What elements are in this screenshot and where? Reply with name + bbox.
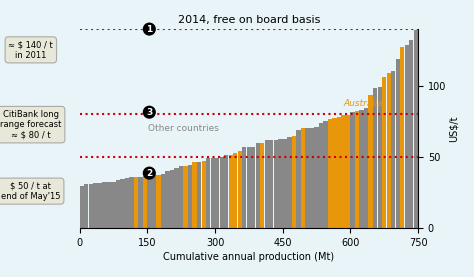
Bar [111,182,116,228]
Bar [197,162,201,228]
Bar [273,140,278,228]
Bar [206,158,210,228]
Bar [310,128,314,228]
Bar [89,184,93,228]
Bar [346,114,350,228]
Bar [255,143,260,228]
Bar [102,182,107,228]
Bar [391,71,395,228]
Bar [134,177,138,228]
Bar [328,119,332,228]
Bar [138,177,143,228]
Bar [364,108,368,228]
Bar [355,111,359,228]
Bar [337,117,341,228]
Bar [179,166,183,228]
Bar [161,174,165,228]
Bar [201,161,206,228]
Bar [292,136,296,228]
Bar [183,166,188,228]
Bar [165,171,170,228]
Text: 1: 1 [146,25,153,34]
Bar [242,147,246,228]
Bar [260,143,264,228]
Bar [264,140,269,228]
Bar [192,162,197,228]
Bar [373,88,377,228]
Bar [386,73,391,228]
Bar [152,175,156,228]
Bar [359,110,364,228]
Bar [251,147,255,228]
Bar [147,175,152,228]
Y-axis label: US$/t: US$/t [449,115,459,142]
Text: CitiBank long
range forecast
≈ $ 80 / t: CitiBank long range forecast ≈ $ 80 / t [0,110,62,140]
Bar [93,183,98,228]
Bar [188,165,192,228]
Bar [210,158,215,228]
Text: 3: 3 [146,108,153,117]
Bar [120,179,125,228]
Bar [215,158,219,228]
Bar [301,128,305,228]
Bar [125,178,129,228]
Bar [116,180,120,228]
Bar [414,30,418,228]
Bar [332,118,337,228]
Bar [382,77,386,228]
Bar [246,147,251,228]
Bar [377,87,382,228]
Bar [405,45,409,228]
Bar [283,138,287,228]
Bar [319,123,323,228]
Text: ≈ $ 140 / t
in 2011: ≈ $ 140 / t in 2011 [9,40,53,60]
Bar [237,151,242,228]
Text: 2: 2 [146,169,153,178]
Bar [296,130,301,228]
Bar [368,95,373,228]
Bar [98,183,102,228]
Bar [224,155,228,228]
Bar [107,182,111,228]
Text: $ 50 / t at
end of May'15: $ 50 / t at end of May'15 [1,181,61,201]
Bar [278,139,283,228]
Bar [409,40,413,228]
Bar [400,47,404,228]
Bar [396,59,400,228]
Bar [269,140,273,228]
Text: Australia: Australia [344,99,383,107]
Bar [84,184,89,228]
Bar [174,168,179,228]
Bar [80,186,84,228]
Bar [219,157,224,228]
Bar [129,177,134,228]
Bar [143,176,147,228]
Bar [287,137,292,228]
Bar [350,112,355,228]
X-axis label: Cumulative annual production (Mt): Cumulative annual production (Mt) [164,252,335,262]
Bar [233,153,237,228]
Bar [170,170,174,228]
Bar [228,155,233,228]
Text: Other countries: Other countries [148,124,219,133]
Title: 2014, free on board basis: 2014, free on board basis [178,15,320,25]
Bar [314,127,319,228]
Bar [156,175,161,228]
Bar [323,121,328,228]
Bar [305,128,310,228]
Bar [341,115,346,228]
